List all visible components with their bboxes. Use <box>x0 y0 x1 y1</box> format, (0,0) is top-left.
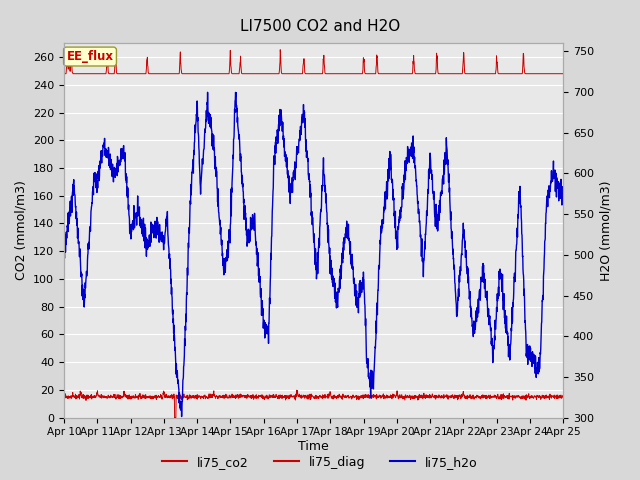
Text: LI7500 CO2 and H2O: LI7500 CO2 and H2O <box>240 19 400 34</box>
Y-axis label: H2O (mmol/m3): H2O (mmol/m3) <box>600 180 612 281</box>
X-axis label: Time: Time <box>298 440 329 453</box>
Y-axis label: CO2 (mmol/m3): CO2 (mmol/m3) <box>15 180 28 280</box>
Text: EE_flux: EE_flux <box>67 50 113 63</box>
Legend: li75_co2, li75_diag, li75_h2o: li75_co2, li75_diag, li75_h2o <box>157 451 483 474</box>
